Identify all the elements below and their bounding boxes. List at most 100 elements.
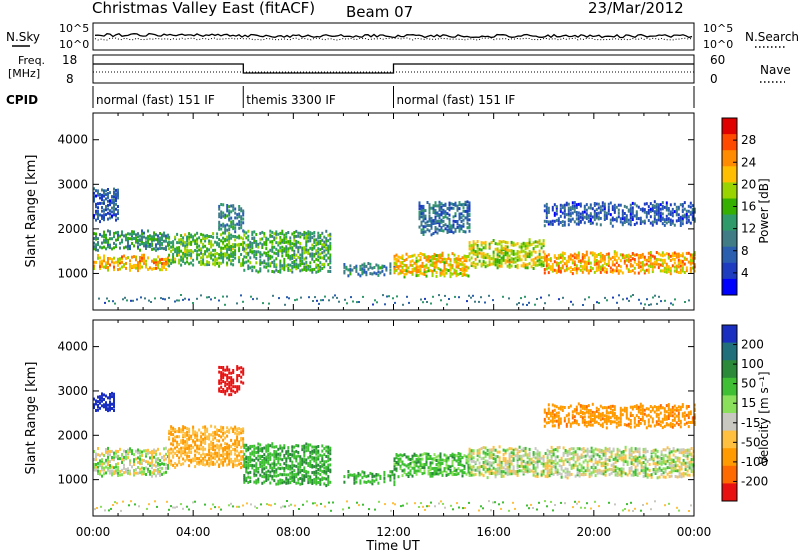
- data-cell: [548, 468, 551, 472]
- data-cell: [180, 242, 183, 246]
- data-cell: [604, 451, 607, 455]
- data-cell: [593, 202, 596, 205]
- data-cell: [172, 245, 175, 248]
- data-cell: [117, 454, 119, 458]
- data-cell: [133, 453, 135, 457]
- data-cell: [103, 393, 105, 397]
- data-cell: [226, 235, 229, 239]
- data-cell: [399, 457, 402, 461]
- data-cell: [133, 471, 135, 475]
- data-cell: [243, 459, 246, 463]
- data-cell: [397, 462, 400, 466]
- data-cell: [131, 465, 133, 469]
- data-cell: [622, 467, 625, 471]
- data-cell: [389, 470, 392, 474]
- data-cell: [103, 235, 105, 239]
- data-cell: [420, 215, 423, 219]
- data-cell: [249, 460, 252, 464]
- data-cell: [301, 259, 304, 263]
- data-cell: [429, 457, 432, 460]
- data-cell: [307, 248, 310, 252]
- data-cell: [629, 269, 632, 273]
- data-cell: [228, 245, 231, 249]
- data-cell: [659, 253, 662, 257]
- data-cell: [314, 296, 316, 299]
- data-cell: [427, 466, 430, 470]
- data-cell: [528, 454, 531, 458]
- data-cell: [327, 480, 330, 484]
- data-cell: [498, 463, 501, 467]
- data-cell: [616, 455, 619, 459]
- data-cell: [214, 240, 217, 244]
- data-cell: [194, 449, 197, 453]
- data-cell: [524, 244, 527, 248]
- data-cell: [111, 473, 113, 477]
- data-cell: [496, 247, 499, 251]
- data-cell: [168, 435, 171, 439]
- data-cell: [208, 433, 211, 437]
- data-cell: [671, 211, 674, 215]
- scatter-band: [543, 200, 696, 228]
- data-cell: [431, 274, 434, 278]
- data-cell: [457, 467, 460, 471]
- data-cell: [630, 466, 633, 469]
- data-cell: [170, 241, 173, 245]
- data-cell: [512, 465, 515, 469]
- data-cell: [355, 264, 358, 268]
- data-cell: [315, 265, 318, 269]
- data-cell: [567, 257, 570, 261]
- data-cell: [234, 452, 237, 456]
- data-cell: [566, 469, 569, 473]
- data-cell: [524, 250, 527, 254]
- data-cell: [232, 258, 235, 262]
- data-cell: [113, 190, 115, 194]
- data-cell: [267, 258, 270, 262]
- data-cell: [549, 265, 552, 269]
- data-cell: [103, 472, 105, 476]
- data-cell: [287, 253, 290, 257]
- data-cell: [395, 467, 398, 471]
- data-cell: [508, 457, 511, 461]
- data-cell: [610, 452, 613, 456]
- data-cell: [397, 454, 400, 458]
- data-cell: [305, 470, 308, 474]
- data-cell: [472, 240, 475, 244]
- data-cell: [427, 266, 430, 270]
- data-cell: [453, 453, 456, 457]
- data-cell: [394, 301, 396, 304]
- scatter-band: [543, 250, 696, 276]
- data-cell: [624, 454, 627, 458]
- data-cell: [357, 471, 360, 475]
- data-cell: [639, 265, 642, 269]
- data-cell: [595, 269, 598, 273]
- data-cell: [651, 254, 654, 258]
- data-cell: [506, 259, 509, 263]
- data-cell: [500, 256, 503, 260]
- data-cell: [434, 204, 437, 208]
- data-cell: [566, 460, 569, 464]
- data-cell: [299, 269, 302, 273]
- data-cell: [178, 253, 181, 257]
- data-cell: [151, 455, 153, 459]
- data-cell: [119, 470, 121, 474]
- data-cell: [605, 270, 608, 274]
- data-cell: [303, 460, 306, 464]
- data-cell: [238, 220, 241, 224]
- data-cell: [363, 265, 366, 268]
- data-cell: [638, 298, 640, 301]
- data-cell: [590, 454, 593, 458]
- data-cell: [321, 251, 324, 255]
- data-cell: [417, 268, 420, 272]
- data-cell: [285, 466, 288, 470]
- data-cell: [133, 263, 135, 267]
- data-cell: [494, 258, 497, 262]
- data-cell: [168, 461, 171, 465]
- data-cell: [291, 473, 294, 477]
- data-cell: [135, 258, 137, 262]
- data-cell: [222, 222, 225, 226]
- data-cell: [295, 245, 298, 249]
- data-cell: [315, 249, 318, 253]
- data-cell: [220, 213, 223, 217]
- data-cell: [508, 466, 511, 470]
- data-cell: [105, 208, 107, 212]
